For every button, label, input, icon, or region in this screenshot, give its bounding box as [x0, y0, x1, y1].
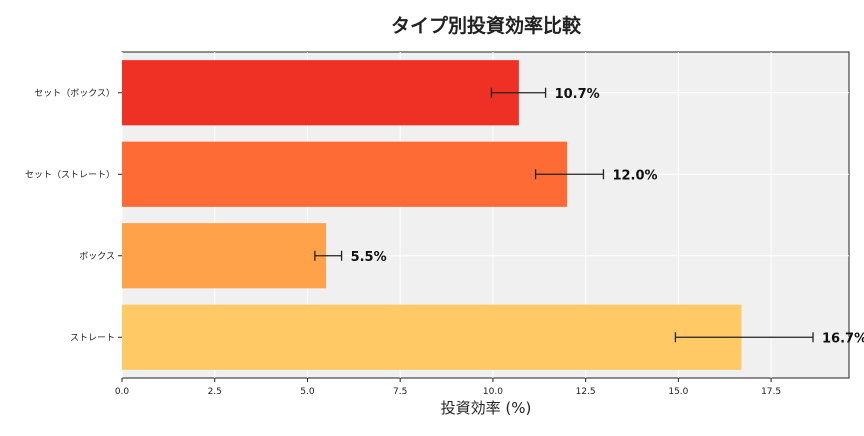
x-tick-label: 0.0	[115, 387, 130, 397]
data-label: 10.7%	[555, 87, 600, 102]
x-tick-label: 5.0	[300, 387, 315, 397]
y-tick-label: セット（ボックス）	[34, 88, 115, 99]
x-tick-label: 2.5	[208, 387, 222, 397]
data-label: 16.7%	[822, 331, 864, 346]
y-tick-label: ストレート	[70, 333, 115, 343]
bar	[122, 223, 327, 289]
bar	[122, 60, 519, 126]
x-tick-label: 17.5	[761, 387, 781, 397]
bar	[122, 141, 568, 207]
x-tick-label: 15.0	[668, 387, 688, 397]
x-tick-label: 10.0	[483, 387, 503, 397]
x-tick-label: 7.5	[393, 387, 407, 397]
chart-title: タイプ別投資効率比較	[391, 14, 582, 37]
data-label: 5.5%	[351, 250, 387, 265]
x-axis-label: 投資効率 (%)	[441, 399, 532, 417]
y-tick-label: セット（ストレート）	[25, 169, 115, 180]
data-label: 12.0%	[612, 168, 657, 183]
x-tick-label: 12.5	[576, 387, 596, 397]
y-tick-label: ボックス	[79, 251, 115, 262]
bar	[122, 304, 742, 370]
